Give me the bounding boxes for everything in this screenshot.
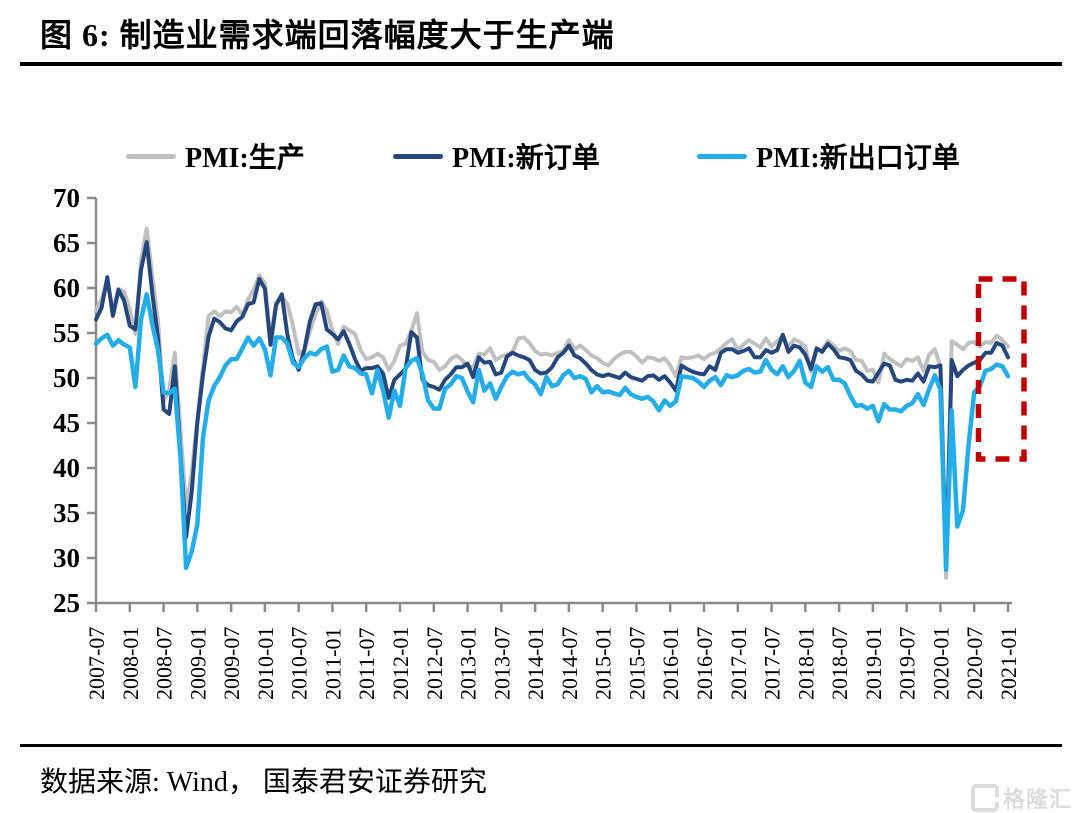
svg-text:55: 55: [53, 318, 80, 348]
svg-text:2020-07: 2020-07: [962, 627, 987, 700]
svg-text:2012-01: 2012-01: [388, 627, 413, 700]
footer-divider: [20, 744, 1062, 747]
legend-label-new-orders: PMI:新订单: [452, 143, 600, 174]
svg-text:2020-01: 2020-01: [928, 627, 953, 700]
svg-text:2010-07: 2010-07: [287, 627, 312, 700]
svg-text:2009-07: 2009-07: [219, 627, 244, 700]
svg-text:2019-07: 2019-07: [895, 627, 920, 700]
title-divider: [20, 62, 1062, 66]
svg-text:35: 35: [53, 498, 80, 528]
legend-item-new-orders: PMI:新订单: [393, 138, 600, 174]
svg-text:70: 70: [53, 183, 80, 213]
svg-text:2013-07: 2013-07: [489, 627, 514, 700]
svg-text:2017-07: 2017-07: [760, 627, 785, 700]
svg-text:40: 40: [53, 453, 80, 483]
svg-text:45: 45: [53, 408, 80, 438]
svg-text:25: 25: [53, 588, 80, 618]
svg-text:2017-01: 2017-01: [726, 627, 751, 700]
svg-text:2011-01: 2011-01: [320, 627, 345, 700]
svg-text:2014-07: 2014-07: [557, 627, 582, 700]
svg-text:2011-07: 2011-07: [354, 627, 379, 700]
figure-title: 图 6: 制造业需求端回落幅度大于生产端: [40, 17, 615, 53]
svg-text:2015-01: 2015-01: [591, 627, 616, 700]
svg-text:2015-07: 2015-07: [624, 627, 649, 700]
gelonghui-logo-icon: [970, 784, 1000, 812]
svg-text:2016-07: 2016-07: [692, 627, 717, 700]
legend-item-new-export-orders: PMI:新出口订单: [697, 138, 960, 174]
svg-text:2010-01: 2010-01: [253, 627, 278, 700]
svg-text:2018-01: 2018-01: [793, 627, 818, 700]
chart-legend: PMI:生产 PMI:新订单 PMI:新出口订单: [0, 138, 1080, 174]
svg-text:2012-07: 2012-07: [422, 627, 447, 700]
svg-text:65: 65: [53, 228, 80, 258]
watermark: 格隆汇: [970, 782, 1072, 813]
svg-text:2008-07: 2008-07: [152, 627, 177, 700]
svg-text:2016-01: 2016-01: [658, 627, 683, 700]
legend-swatch-new-orders-icon: [393, 153, 443, 159]
svg-text:2019-01: 2019-01: [861, 627, 886, 700]
svg-text:2014-01: 2014-01: [523, 627, 548, 700]
svg-text:2021-01: 2021-01: [996, 627, 1021, 700]
svg-text:2007-07: 2007-07: [84, 627, 109, 700]
svg-text:60: 60: [53, 273, 80, 303]
data-source-note: 数据来源: Wind， 国泰君安证券研究: [40, 767, 487, 798]
legend-swatch-new-export-orders-icon: [697, 153, 747, 159]
legend-swatch-production-icon: [126, 153, 176, 159]
svg-text:50: 50: [53, 363, 80, 393]
svg-text:2013-01: 2013-01: [456, 627, 481, 700]
svg-text:30: 30: [53, 543, 80, 573]
svg-text:2008-01: 2008-01: [118, 627, 143, 700]
legend-label-new-export-orders: PMI:新出口订单: [756, 143, 960, 174]
legend-item-production: PMI:生产: [126, 138, 305, 174]
svg-text:2018-07: 2018-07: [827, 627, 852, 700]
legend-label-production: PMI:生产: [185, 143, 305, 174]
svg-text:2009-01: 2009-01: [185, 627, 210, 700]
watermark-text: 格隆汇: [1002, 787, 1072, 812]
